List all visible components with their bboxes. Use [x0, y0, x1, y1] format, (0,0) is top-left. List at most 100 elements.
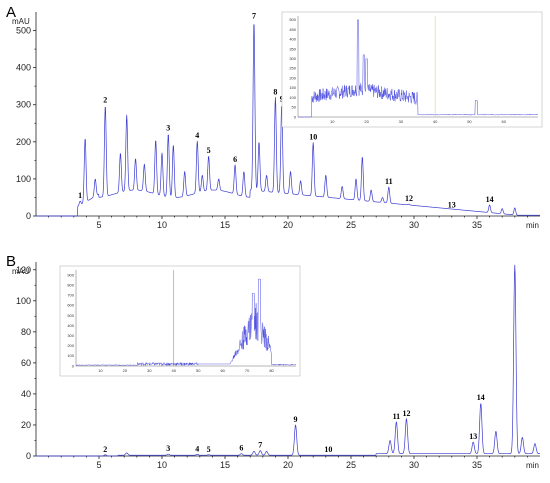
inset-x-tick-label: 20 [123, 368, 128, 373]
chromatogram-trace [36, 24, 540, 217]
inset-y-tick-label: 600 [67, 303, 74, 308]
inset-y-tick-label: 500 [289, 17, 296, 22]
peak-label-4: 4 [195, 444, 199, 453]
inset-x-tick-label: 20 [364, 119, 369, 124]
panel-letter-b: B [6, 253, 16, 270]
x-axis-label: min [526, 221, 539, 230]
inset-x-tick-label: 40 [433, 119, 438, 124]
x-tick-label: 15 [220, 460, 230, 470]
inset-y-tick-label: 250 [289, 66, 296, 71]
y-tick-label: 400 [16, 63, 31, 73]
inset-trace [298, 19, 539, 118]
peak-label-2: 2 [103, 445, 107, 454]
peak-label-7: 7 [252, 11, 256, 20]
inset-y-tick-label: 400 [67, 323, 74, 328]
inset-y-tick-label: 500 [67, 313, 74, 318]
inset-y-tick-label: 300 [289, 56, 296, 61]
inset-frame [281, 11, 543, 128]
y-tick-label: 100 [16, 174, 31, 184]
inset-chart: 0 100 200 300 400 500 600 700 800 900 10 20 30 40 50 60… [59, 265, 301, 377]
peak-label-1: 1 [78, 191, 82, 200]
x-tick-label: 25 [346, 460, 356, 470]
peak-label-5: 5 [207, 146, 211, 155]
inset-x-tick-label: 50 [196, 368, 201, 373]
inset-y-tick-label: 150 [289, 85, 296, 90]
x-tick-label: 20 [283, 220, 293, 230]
inset-x-tick-label: 10 [98, 368, 103, 373]
inset-x-tick-label: 60 [501, 119, 506, 124]
y-tick-label: 40 [21, 389, 31, 399]
peak-label-7: 7 [258, 441, 262, 450]
inset-y-tick-label: 0 [72, 363, 75, 368]
x-tick-label: 35 [472, 220, 482, 230]
peak-label-14: 14 [486, 195, 494, 204]
x-tick-label: 30 [409, 220, 419, 230]
inset-y-tick-label: 300 [67, 333, 74, 338]
peak-label-9: 9 [280, 95, 284, 104]
peak-label-12: 12 [405, 194, 413, 203]
peak-label-13: 13 [469, 432, 477, 441]
inset-y-tick-label: 800 [67, 282, 74, 287]
inset-x-tick-label: 40 [172, 368, 177, 373]
x-tick-label: 10 [157, 460, 167, 470]
inset-y-tick-label: 50 [292, 105, 297, 110]
x-tick-label: 20 [283, 460, 293, 470]
y-tick-label: 80 [21, 327, 31, 337]
inset-y-tick-label: 0 [294, 114, 297, 119]
peak-label-6: 6 [239, 444, 243, 453]
inset-x-tick-label: 50 [467, 119, 472, 124]
y-axis-label: mAU [12, 267, 30, 276]
peak-label-3: 3 [166, 124, 170, 133]
inset-x-tick-label: 30 [147, 368, 152, 373]
inset-x-tick-label: 80 [269, 368, 274, 373]
peak-label-12: 12 [402, 409, 410, 418]
y-tick-label: 300 [16, 100, 31, 110]
chromatogram-trace [36, 264, 540, 457]
y-tick-label: 60 [21, 358, 31, 368]
peak-label-5: 5 [207, 445, 211, 454]
inset-chart: 0 50 100 150 200 250 300 350 400 450 500 10 20 30 40 50… [281, 11, 543, 128]
peak-label-2: 2 [103, 95, 107, 104]
peak-label-9: 9 [294, 415, 298, 424]
x-tick-label: 15 [220, 220, 230, 230]
peak-label-10: 10 [324, 445, 332, 454]
inset-trace [75, 278, 296, 367]
y-tick-label: 100 [16, 296, 31, 306]
x-tick-label: 10 [157, 220, 167, 230]
inset-y-tick-label: 700 [67, 293, 74, 298]
inset-y-tick-label: 450 [289, 27, 296, 32]
inset-y-tick-label: 100 [289, 95, 296, 100]
inset-y-tick-label: 900 [67, 272, 74, 277]
y-tick-label: 200 [16, 137, 31, 147]
peak-label-8: 8 [273, 87, 277, 96]
panel-letter-a: A [6, 4, 16, 21]
inset-y-tick-label: 200 [289, 75, 296, 80]
y-tick-label: 500 [16, 26, 31, 36]
peak-label-10: 10 [309, 133, 317, 142]
y-tick-label: 20 [21, 420, 31, 430]
inset-y-tick-label: 400 [289, 37, 296, 42]
inset-frame [59, 265, 301, 377]
x-axis-label: min [526, 461, 539, 470]
x-tick-label: 30 [409, 460, 419, 470]
inset-x-tick-label: 60 [220, 368, 225, 373]
peak-label-4: 4 [195, 131, 199, 140]
y-axis-label: mAU [12, 17, 30, 26]
inset-x-tick-label: 70 [245, 368, 250, 373]
inset-y-tick-label: 350 [289, 46, 296, 51]
peak-label-14: 14 [477, 393, 485, 402]
peak-label-3: 3 [166, 444, 170, 453]
y-tick-label: 0 [26, 451, 31, 461]
y-tick-label: 0 [26, 211, 31, 221]
x-tick-label: 5 [96, 220, 101, 230]
inset-x-tick-label: 30 [399, 119, 404, 124]
peak-label-11: 11 [393, 412, 401, 421]
x-tick-label: 5 [96, 460, 101, 470]
peak-label-6: 6 [233, 155, 237, 164]
x-tick-label: 25 [346, 220, 356, 230]
inset-y-tick-label: 200 [67, 343, 74, 348]
y-tick-label: 120 [16, 265, 31, 275]
